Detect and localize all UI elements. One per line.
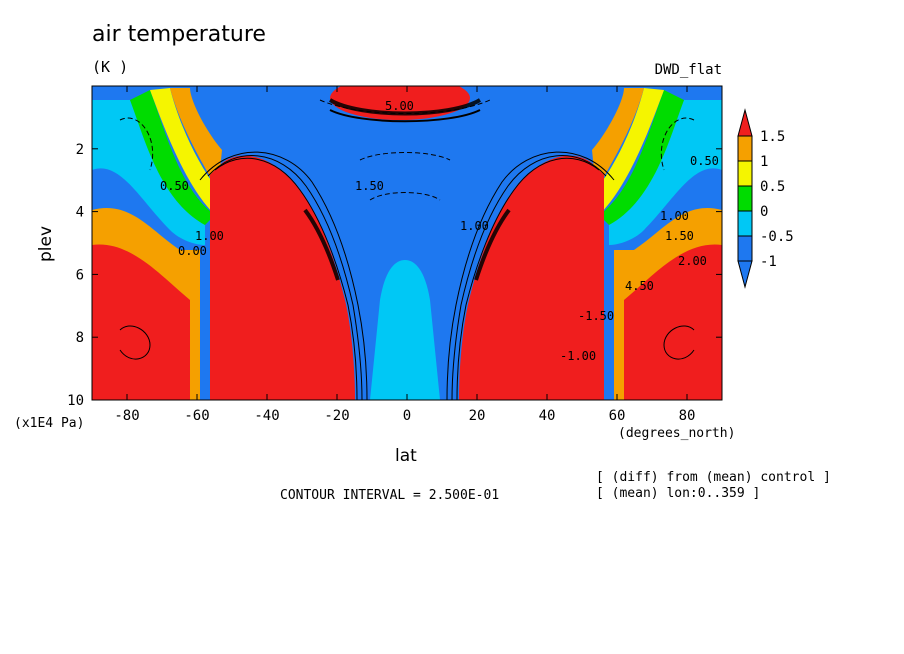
chart-title: air temperature [92,22,266,47]
x-tick-label: -60 [184,408,209,424]
contour-labels: 5.00 1.50 0.00 0.50 1.00 1.50 2.00 4.50 -1.00 -1.… [160,99,719,363]
contour-label: 1.00 [460,219,489,233]
contour-label: 0.50 [690,154,719,168]
x-tick-label: -20 [324,408,349,424]
contour-label: 1.50 [355,179,384,193]
y-axis-units: (x1E4 Pa) [14,416,85,431]
contour-field [92,86,722,400]
note-mean: [ (mean) lon:0..359 ] [596,486,761,501]
chart-units: (K ) [92,58,129,76]
x-axis-units: (degrees_north) [618,426,736,441]
x-axis-label: lat [395,446,417,466]
x-tick-label: 20 [469,408,486,424]
contour-label: 5.00 [385,99,414,113]
colorbar: 1.5 1 0.5 0 -0.5 -1 [737,108,794,289]
x-tick-label: 60 [609,408,626,424]
contour-label: 1.50 [665,229,694,243]
colorbar-segment [737,160,753,187]
note-diff: [ (diff) from (mean) control ] [596,470,831,485]
colorbar-label: 0.5 [760,179,785,195]
contour-label: 1.00 [195,229,224,243]
contour-label: 4.50 [625,279,654,293]
y-tick-label: 8 [76,330,84,346]
y-axis-label: plev [36,225,56,262]
contour-label: -1.50 [578,309,614,323]
contour-label: -1.00 [560,349,596,363]
y-tick-label: 4 [76,205,84,221]
colorbar-segment [737,210,753,237]
colorbar-label: -1 [760,254,777,270]
contour-label: 2.00 [678,254,707,268]
x-tick-label: 80 [679,408,696,424]
x-tick-label: 40 [539,408,556,424]
colorbar-label: 0 [760,204,768,220]
contour-interval: CONTOUR INTERVAL = 2.500E-01 [280,488,500,503]
x-tick-label: 0 [403,408,411,424]
contour-label: 1.00 [660,209,689,223]
x-tick-label: -40 [254,408,279,424]
colorbar-segment [737,185,753,212]
y-tick-label: 6 [76,267,84,283]
contour-label: 0.00 [178,244,207,258]
y-tick-label: 10 [67,393,84,409]
colorbar-label: 1 [760,154,768,170]
contour-label: 0.50 [160,179,189,193]
colorbar-max-arrow [737,108,753,137]
colorbar-min-arrow [737,260,753,289]
colorbar-segment [737,135,753,162]
y-tick-label: 2 [76,142,84,158]
colorbar-label: 1.5 [760,129,785,145]
experiment-label: DWD_flat [654,62,722,78]
x-axis: -80 -60 -40 -20 0 20 40 60 80 [114,86,695,424]
x-tick-label: -80 [114,408,139,424]
colorbar-label: -0.5 [760,229,794,245]
y-axis: 2 4 6 8 10 [67,142,722,409]
colorbar-segment [737,235,753,262]
